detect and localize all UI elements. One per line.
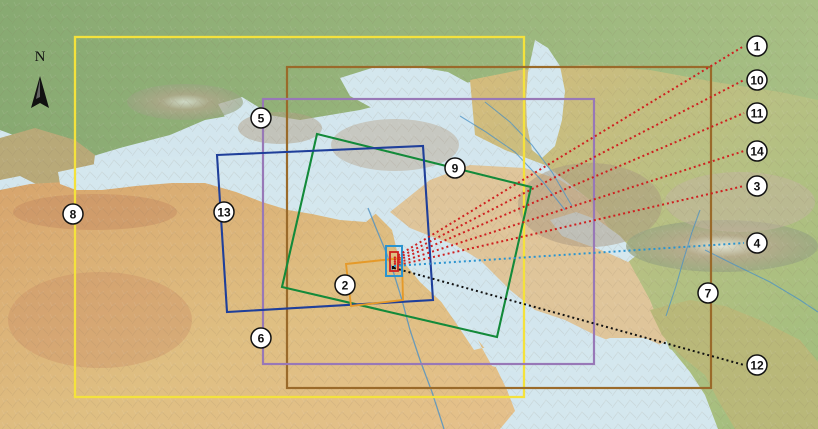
marker-label-9: 9	[452, 162, 459, 176]
marker-7: 7	[697, 282, 719, 304]
leader-line-11	[393, 112, 745, 263]
marker-label-8: 8	[70, 208, 77, 222]
marker-14: 14	[746, 140, 768, 162]
marker-label-14: 14	[750, 145, 764, 159]
marker-11: 11	[746, 102, 768, 124]
marker-8: 8	[62, 203, 84, 225]
marker-3: 3	[746, 175, 768, 197]
marker-9: 9	[444, 157, 466, 179]
marker-label-10: 10	[750, 74, 764, 88]
north-arrow-icon: N	[31, 49, 49, 108]
leader-line-14	[393, 150, 745, 265]
leader-line-4	[393, 242, 745, 267]
frame-focus-red	[389, 251, 399, 272]
marker-label-3: 3	[754, 180, 761, 194]
frame-7-brown	[285, 65, 713, 390]
focus-point	[392, 266, 395, 269]
marker-2: 2	[334, 274, 356, 296]
marker-label-1: 1	[754, 40, 761, 54]
marker-label-5: 5	[258, 112, 265, 126]
leader-line-1	[393, 45, 745, 259]
leader-line-10	[393, 79, 745, 261]
marker-12: 12	[746, 354, 768, 376]
marker-label-13: 13	[217, 206, 231, 220]
marker-5: 5	[250, 107, 272, 129]
north-arrow-shape	[31, 76, 49, 108]
marker-1: 1	[746, 35, 768, 57]
marker-13: 13	[213, 201, 235, 223]
marker-6: 6	[250, 327, 272, 349]
marker-label-7: 7	[705, 287, 712, 301]
frame-focus-blue	[385, 245, 403, 277]
north-label: N	[35, 49, 46, 65]
leader-line-12	[393, 267, 745, 366]
frame-6-purple	[261, 97, 596, 366]
north-arrow-highlight	[36, 79, 40, 99]
marker-label-12: 12	[750, 359, 764, 373]
marker-label-2: 2	[342, 279, 349, 293]
marker-10: 10	[746, 69, 768, 91]
marker-label-6: 6	[258, 332, 265, 346]
marker-label-4: 4	[754, 237, 761, 251]
frame-13-blue	[215, 144, 435, 314]
marker-4: 4	[746, 232, 768, 254]
marker-label-11: 11	[751, 107, 764, 121]
